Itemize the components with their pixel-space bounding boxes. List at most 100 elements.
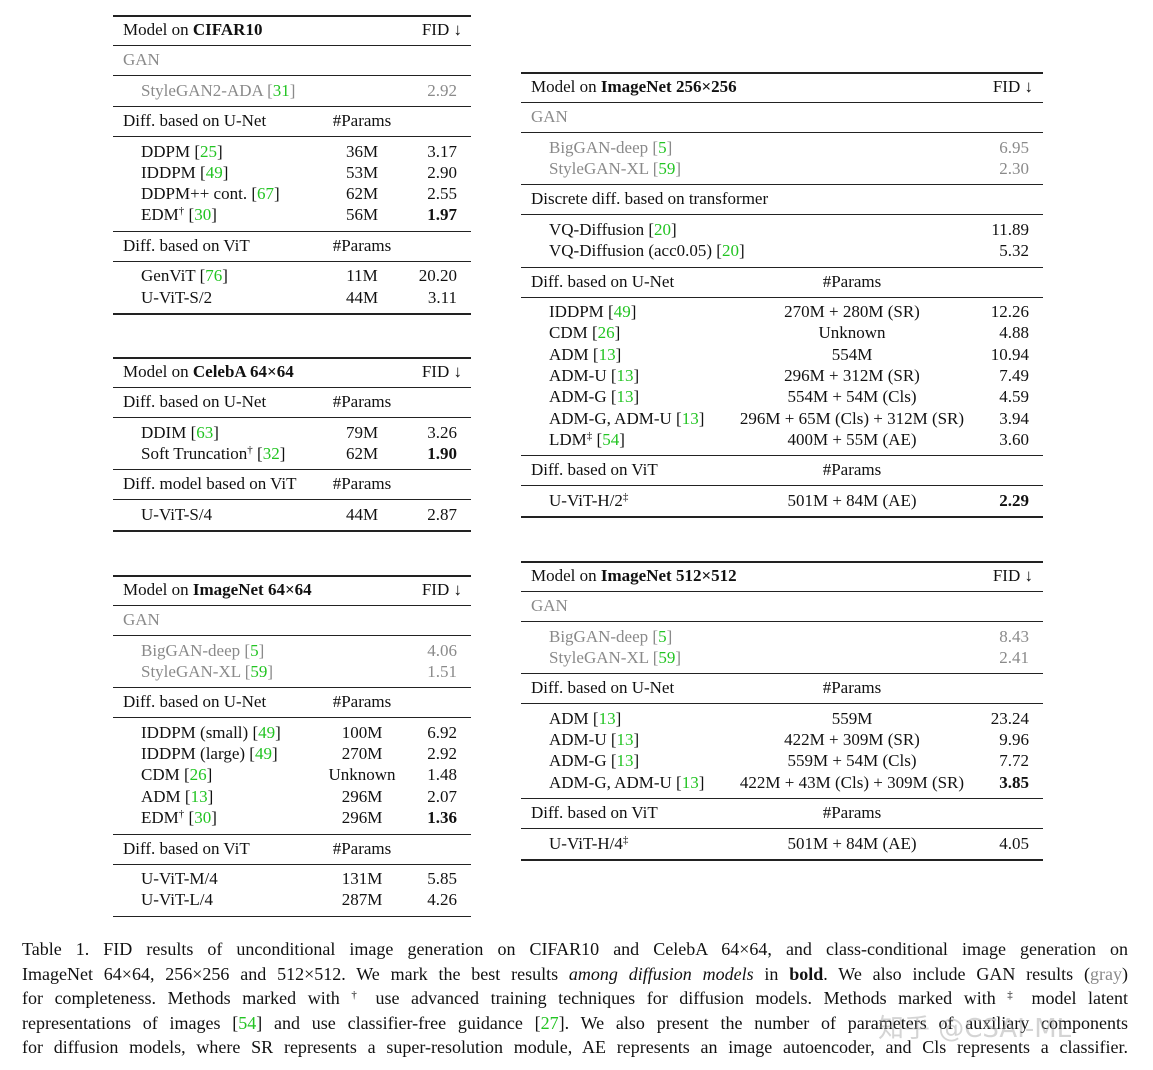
rule <box>113 499 471 501</box>
table-title: Model on ImageNet 256×256 <box>531 77 737 97</box>
citation: 13 <box>681 772 699 792</box>
model-name: ADM [13] <box>141 787 213 807</box>
citation: 67 <box>256 184 274 204</box>
text-run: Model on <box>123 20 193 39</box>
rule <box>521 296 1043 298</box>
params: 44M <box>345 287 379 307</box>
model-name: IDDPM [49] <box>141 163 228 183</box>
citation: 13 <box>616 751 634 771</box>
rule <box>521 561 1043 563</box>
fid-value: 2.07 <box>427 786 457 806</box>
text-run: ] <box>258 640 265 660</box>
fid-value: 4.26 <box>427 890 457 910</box>
rule <box>521 132 1043 133</box>
model-name: StyleGAN-XL [59] <box>141 662 273 682</box>
fid-value: 3.94 <box>999 408 1029 428</box>
model-name: U-ViT-L/4 <box>141 890 213 910</box>
rule <box>521 214 1043 216</box>
citation: 49 <box>258 722 276 742</box>
fid-value: 3.85 <box>999 772 1029 792</box>
rule <box>113 717 471 719</box>
params: 62M <box>345 184 379 204</box>
model-name: Soft Truncation† [32] <box>141 444 285 464</box>
text-run: CelebA 64×64 <box>192 362 294 381</box>
text-run: EDM <box>141 205 179 225</box>
model-name: ADM-G, ADM-U [13] <box>549 409 704 429</box>
rule <box>521 591 1043 592</box>
model-name: BigGAN-deep [5] <box>141 641 264 661</box>
params-header: #Params <box>822 460 882 480</box>
params: 62M <box>345 443 379 463</box>
fid-value: 7.49 <box>999 366 1029 385</box>
fid-value: 2.92 <box>427 80 457 100</box>
fid-value: 12.26 <box>990 302 1029 322</box>
text-run: CDM [ <box>549 323 598 343</box>
model-name: CDM [26] <box>141 765 212 785</box>
params-header: #Params <box>332 692 392 712</box>
text-run: U-ViT-H/4 <box>549 833 623 853</box>
params-header: #Params <box>332 235 392 255</box>
fid-value: 5.85 <box>427 869 457 888</box>
citation: 5 <box>250 640 259 660</box>
rule <box>113 863 471 865</box>
text-run: ] <box>630 302 637 322</box>
text-run: LDM <box>549 429 587 449</box>
text-run: ] <box>275 722 281 742</box>
text-run: ] <box>633 730 640 750</box>
text-run: BigGAN-deep [ <box>141 640 251 660</box>
rule <box>113 313 471 315</box>
fid-value: 2.29 <box>999 490 1029 510</box>
fid-value: 4.88 <box>999 323 1029 343</box>
fid-value: 10.94 <box>990 344 1029 364</box>
model-name: BigGAN-deep [5] <box>549 627 672 647</box>
params: 296M <box>341 786 383 806</box>
rule <box>113 530 471 532</box>
citation: 49 <box>613 302 631 322</box>
params: 296M + 65M (Cls) + 312M (SR) <box>739 408 965 428</box>
params-header: #Params <box>332 474 392 494</box>
citation: 59 <box>250 661 268 681</box>
citation: 30 <box>194 808 212 827</box>
params: Unknown <box>328 765 396 785</box>
rule <box>113 106 471 107</box>
fid-value: 1.48 <box>427 765 457 785</box>
text-run: in <box>753 963 790 984</box>
citation: 59 <box>658 158 676 178</box>
text-run: DDPM [ <box>141 141 201 161</box>
fid-value: 4.06 <box>427 640 457 660</box>
text-run: StyleGAN-XL [ <box>549 158 659 178</box>
fid-value: 7.72 <box>999 751 1029 771</box>
model-name: DDPM [25] <box>141 142 223 162</box>
text-run: ] <box>633 387 640 407</box>
params: 53M <box>345 162 379 182</box>
fid-value: 20.20 <box>418 266 457 286</box>
text-run: EDM <box>141 808 179 827</box>
text-run: for completeness. Methods marked with <box>22 988 352 1009</box>
fid-value: 3.11 <box>427 287 457 307</box>
table-title: Model on ImageNet 512×512 <box>531 566 737 586</box>
model-name: DDPM++ cont. [67] <box>141 184 280 204</box>
rule <box>113 15 471 17</box>
text-run: IDDPM [ <box>549 302 614 322</box>
rule <box>521 455 1043 457</box>
text-run: ‡ <box>586 429 593 442</box>
rule <box>521 828 1043 830</box>
text-run: BigGAN-deep [ <box>549 626 659 646</box>
fid-value: 1.97 <box>427 205 457 225</box>
model-name: ADM [13] <box>549 345 621 365</box>
text-run: ] <box>698 408 705 428</box>
fid-value: 2.90 <box>427 162 457 182</box>
text-run: . We also include GAN results ( <box>823 963 1090 984</box>
fid-value: 3.26 <box>427 422 457 442</box>
watermark: 知乎 @CSAI-ML <box>878 1014 1072 1044</box>
text-run: ] <box>289 80 296 100</box>
rule <box>521 72 1043 74</box>
text-run: ) <box>1121 963 1128 984</box>
text-run: ] <box>738 241 745 261</box>
rule <box>521 703 1043 705</box>
fid-value: 1.90 <box>427 443 457 463</box>
rule <box>521 184 1043 186</box>
fid-value: 2.92 <box>427 744 457 764</box>
text-run: [ <box>252 443 263 463</box>
